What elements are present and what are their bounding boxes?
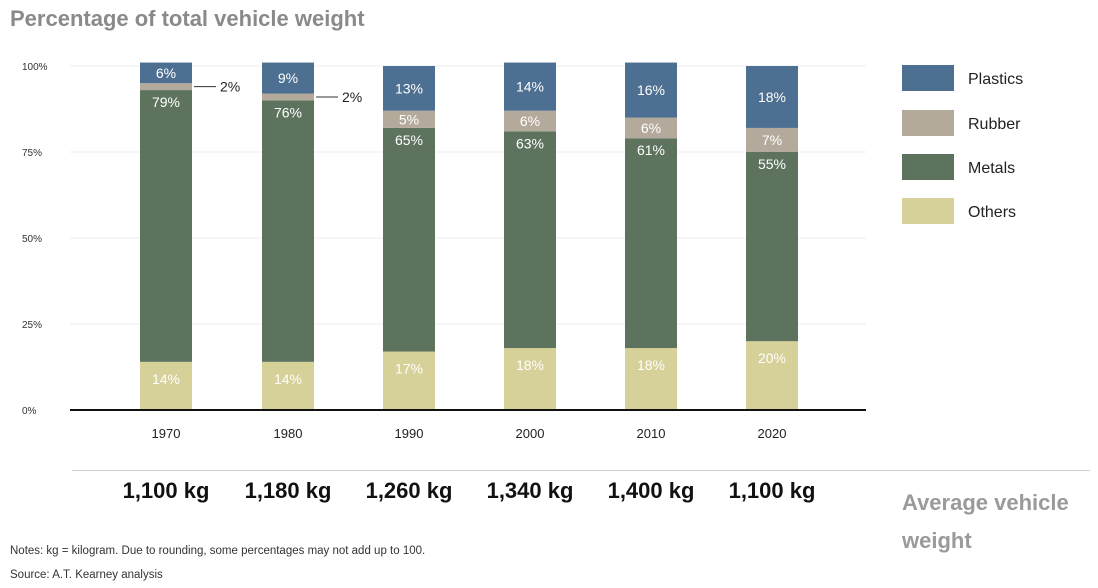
- data-label: 65%: [395, 132, 423, 148]
- data-label: 18%: [637, 357, 665, 373]
- bar-segment-others: [504, 348, 556, 410]
- x-tick-label: 1970: [152, 426, 181, 441]
- divider: [72, 470, 1090, 471]
- stacked-bar-chart: 0% 25% 50% 75% 100% 14% 79% 2% 6% 14% 76% 2% 9% 17% 6…: [22, 62, 1023, 441]
- data-label: 9%: [278, 70, 298, 86]
- data-label: 6%: [641, 120, 661, 136]
- legend-label: Rubber: [968, 116, 1021, 133]
- y-tick-label: 0%: [22, 406, 37, 417]
- average-weight-value: 1,100 kg: [728, 478, 816, 503]
- bar-segment-metals: [625, 138, 677, 349]
- y-tick-label: 75%: [22, 148, 42, 159]
- data-label: 6%: [156, 65, 176, 81]
- data-label: 16%: [637, 82, 665, 98]
- legend-swatch-metals: [902, 154, 954, 180]
- data-label: 63%: [516, 135, 544, 151]
- x-tick-label: 2010: [637, 426, 666, 441]
- data-label: 13%: [395, 80, 423, 96]
- source-text: Source: A.T. Kearney analysis: [10, 569, 163, 581]
- y-tick-label: 25%: [22, 320, 42, 331]
- bar-segment-plastics: [625, 62, 677, 118]
- weights-row: 1,100 kg 1,180 kg 1,260 kg 1,340 kg 1,400 kg…: [0, 478, 1098, 518]
- bar-segment-rubber: [746, 127, 798, 152]
- bar-segment-others: [262, 361, 314, 410]
- bar-segment-rubber: [504, 110, 556, 132]
- bar-segment-plastics: [140, 62, 192, 84]
- legend-swatch-rubber: [902, 110, 954, 136]
- average-weight-value: 1,340 kg: [486, 478, 574, 503]
- bar-segment-metals: [383, 127, 435, 352]
- chart-title: Percentage of total vehicle weight: [10, 6, 365, 31]
- data-label: 14%: [516, 79, 544, 95]
- legend-label: Plastics: [968, 71, 1023, 88]
- data-label: 61%: [637, 142, 665, 158]
- average-weight-value: 1,180 kg: [244, 478, 332, 503]
- bar-segment-others: [140, 361, 192, 410]
- bar-segment-metals: [746, 152, 798, 342]
- notes-text: Notes: kg = kilogram. Due to rounding, s…: [10, 545, 426, 557]
- bar-segment-rubber: [140, 83, 192, 91]
- data-label: 20%: [758, 350, 786, 366]
- bar-segment-metals: [504, 131, 556, 349]
- legend-label: Others: [968, 204, 1016, 221]
- bar-segment-plastics: [504, 62, 556, 111]
- data-label: 14%: [152, 371, 180, 387]
- bar-segment-others: [625, 348, 677, 410]
- data-label: 14%: [274, 371, 302, 387]
- data-label: 2%: [220, 79, 240, 95]
- bar-segment-rubber: [383, 110, 435, 128]
- legend-swatch-plastics: [902, 65, 954, 91]
- data-label: 7%: [762, 132, 782, 148]
- legend-swatch-others: [902, 198, 954, 224]
- x-tick-label: 2000: [516, 426, 545, 441]
- legend-label: Metals: [968, 160, 1015, 177]
- bar-segment-rubber: [625, 117, 677, 139]
- x-tick-label: 2020: [758, 426, 787, 441]
- y-tick-label: 100%: [22, 62, 48, 73]
- data-label: 5%: [399, 111, 419, 127]
- bar-segment-rubber: [262, 93, 314, 101]
- bar-segment-others: [746, 341, 798, 410]
- average-weight-value: 1,400 kg: [607, 478, 695, 503]
- data-label: 17%: [395, 361, 423, 377]
- bar-segment-metals: [262, 100, 314, 362]
- average-weight-value: 1,260 kg: [365, 478, 453, 503]
- data-label: 55%: [758, 156, 786, 172]
- x-tick-label: 1980: [274, 426, 303, 441]
- data-label: 18%: [758, 89, 786, 105]
- data-label: 79%: [152, 94, 180, 110]
- data-label: 6%: [520, 113, 540, 129]
- bar-segment-plastics: [262, 62, 314, 94]
- bar-segment-metals: [140, 90, 192, 362]
- x-tick-label: 1990: [395, 426, 424, 441]
- average-weight-label: Average vehicle weight: [902, 490, 1069, 553]
- bar-segment-plastics: [746, 66, 798, 128]
- average-weight-value: 1,100 kg: [122, 478, 210, 503]
- data-label: 76%: [274, 104, 302, 120]
- data-label: 2%: [342, 89, 362, 105]
- data-label: 18%: [516, 357, 544, 373]
- bar-segment-others: [383, 351, 435, 410]
- bar-segment-plastics: [383, 66, 435, 111]
- y-tick-label: 50%: [22, 234, 42, 245]
